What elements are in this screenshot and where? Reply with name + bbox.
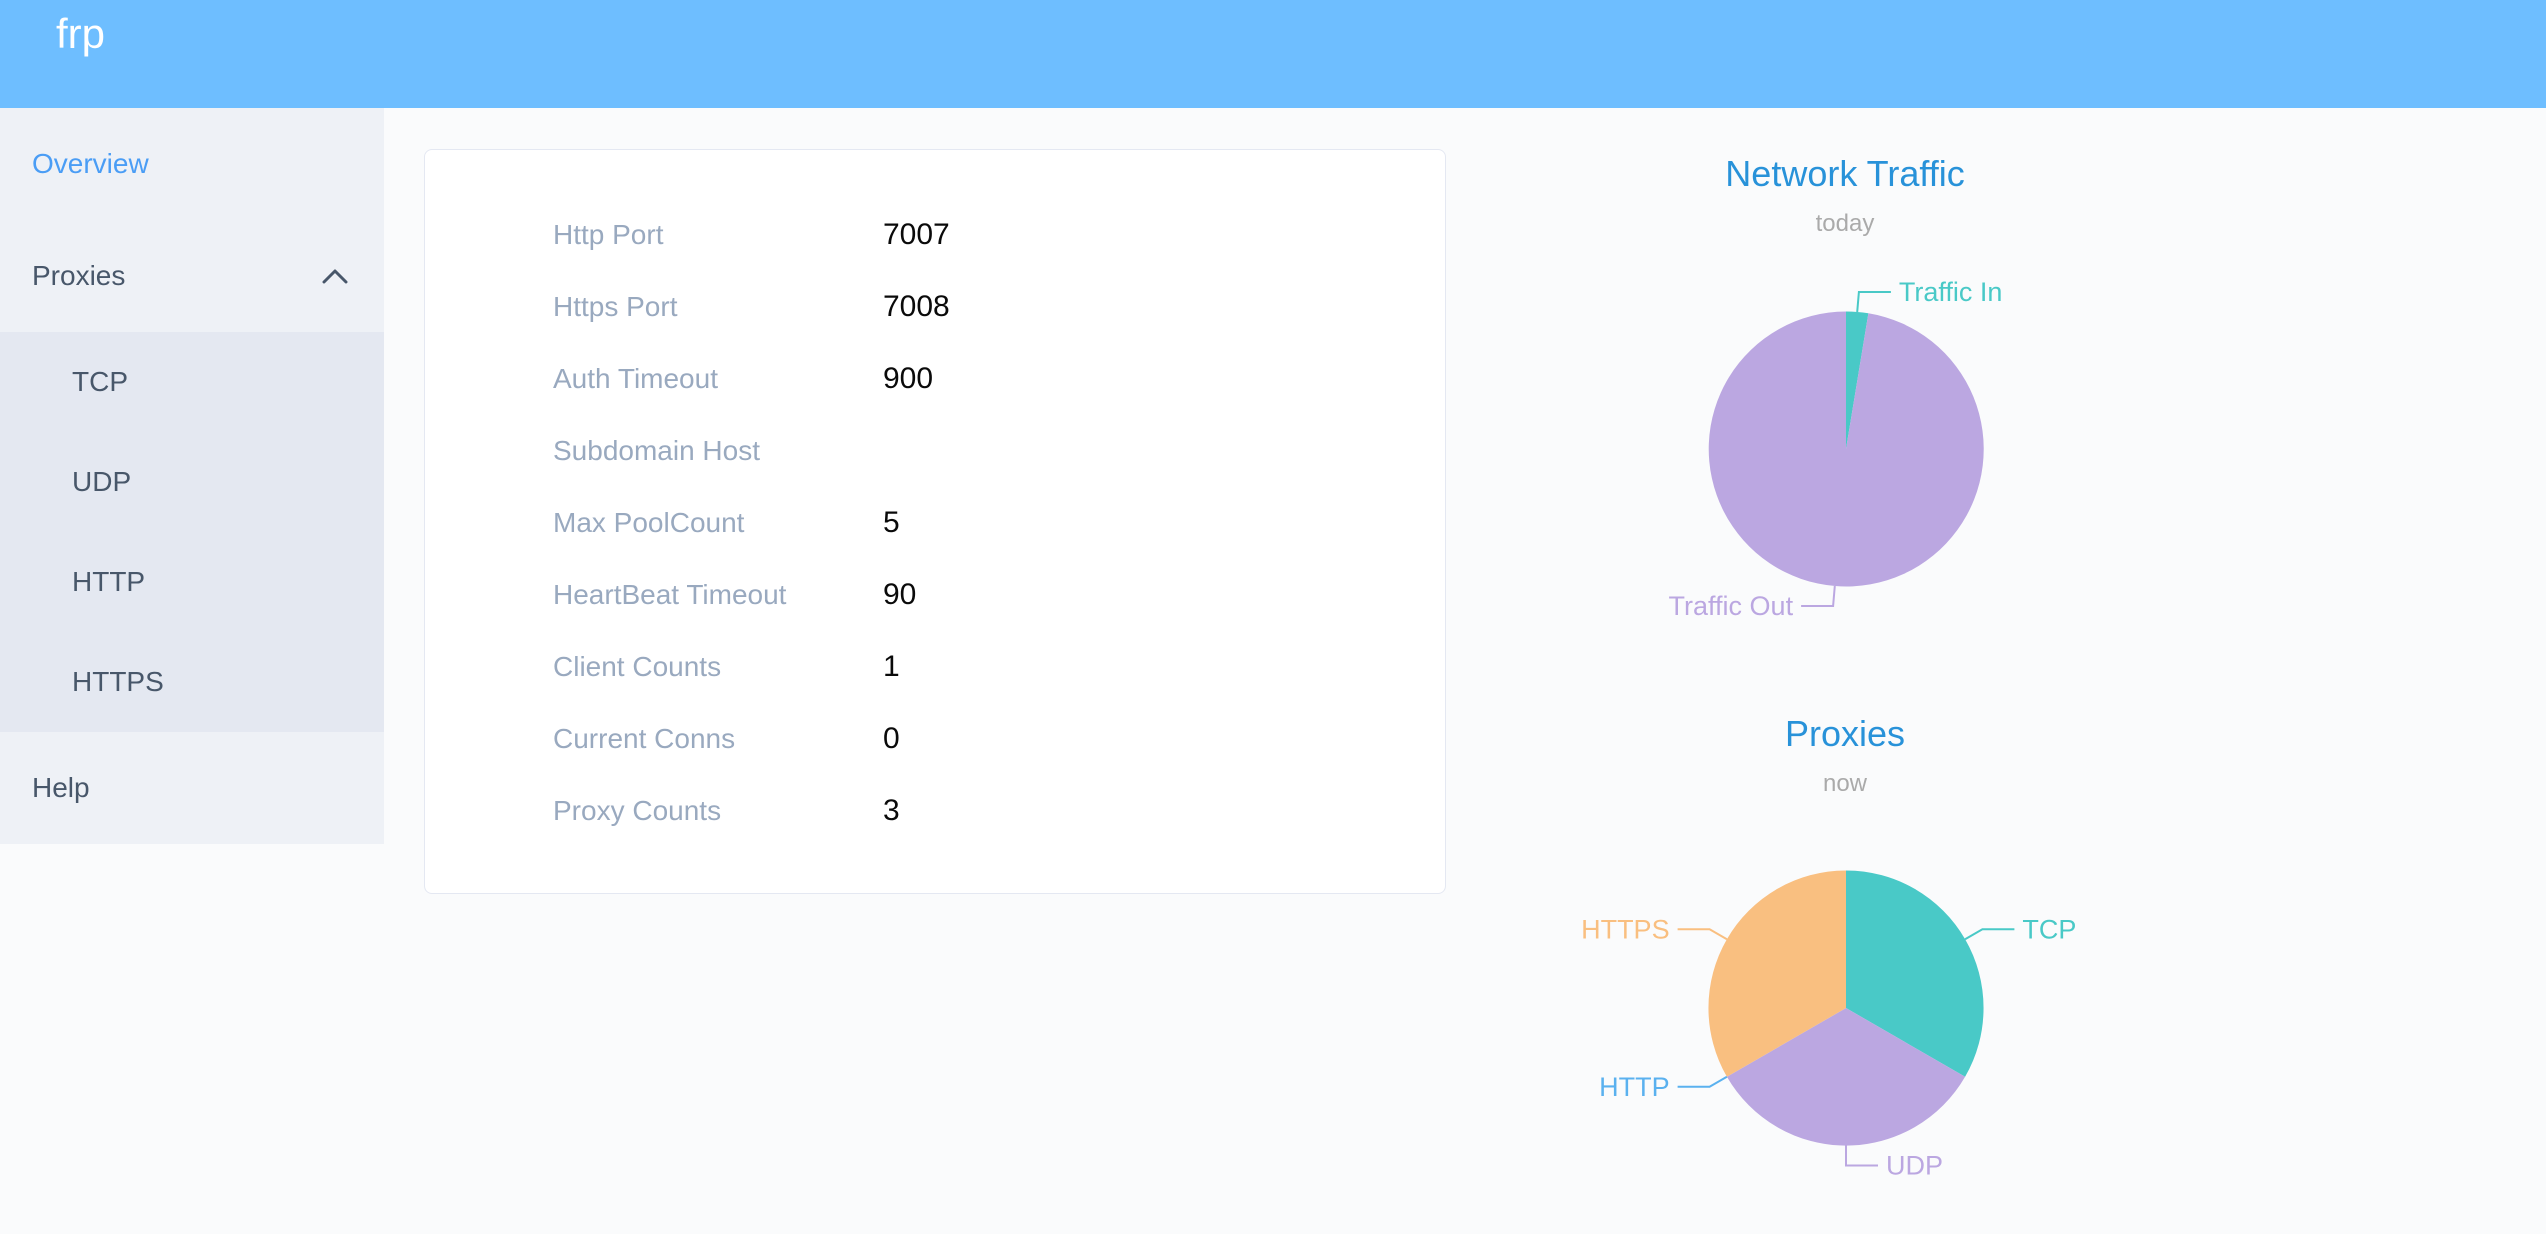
sidebar-item-label: UDP bbox=[72, 466, 132, 497]
pie-label-line-udp bbox=[1845, 1145, 1878, 1167]
chevron-up-icon bbox=[322, 268, 348, 284]
pie-label-tcp: TCP bbox=[2022, 914, 2076, 944]
config-value: 7008 bbox=[883, 290, 950, 323]
config-row: Auth Timeout 900 bbox=[425, 343, 1445, 415]
proxies-submenu: TCP UDP HTTP HTTPS bbox=[0, 332, 384, 732]
chart-subtitle: now bbox=[1822, 770, 1868, 797]
config-label: Auth Timeout bbox=[553, 363, 718, 394]
sidebar-item-overview[interactable]: Overview bbox=[0, 108, 384, 220]
pie-label-line-tcp bbox=[1964, 928, 2015, 941]
app-logo: frp bbox=[56, 10, 106, 57]
config-label: Http Port bbox=[553, 219, 664, 250]
config-value: 0 bbox=[883, 722, 900, 755]
config-row: Subdomain Host bbox=[425, 415, 1445, 487]
config-row: Http Port 7007 bbox=[425, 199, 1445, 271]
sidebar-item-label: Help bbox=[32, 772, 90, 803]
sidebar-item-tcp[interactable]: TCP bbox=[0, 332, 384, 432]
sidebar-item-help[interactable]: Help bbox=[0, 732, 384, 844]
pie-label-https: HTTPS bbox=[1581, 914, 1670, 944]
server-config-card: Http Port 7007 Https Port 7008 Auth Timeout 9… bbox=[424, 149, 1446, 894]
config-value: 7007 bbox=[883, 218, 950, 251]
pie-slice-traffic-out bbox=[1708, 311, 1984, 587]
sidebar-item-label: HTTPS bbox=[72, 666, 164, 697]
pie-label-line-traffic-out bbox=[1801, 585, 1836, 607]
sidebar-item-proxies[interactable]: Proxies bbox=[0, 220, 384, 332]
pie-label-http: HTTP bbox=[1599, 1072, 1670, 1102]
config-row: HeartBeat Timeout 90 bbox=[425, 559, 1445, 631]
sidebar-item-http[interactable]: HTTP bbox=[0, 532, 384, 632]
sidebar-item-label: HTTP bbox=[72, 566, 146, 597]
sidebar-item-udp[interactable]: UDP bbox=[0, 432, 384, 532]
sidebar-item-label: Overview bbox=[32, 148, 149, 179]
sidebar-item-https[interactable]: HTTPS bbox=[0, 632, 384, 732]
config-label: Current Conns bbox=[553, 723, 736, 754]
config-label: Https Port bbox=[553, 291, 678, 322]
config-row: Https Port 7008 bbox=[425, 271, 1445, 343]
pie-slice-traffic-in bbox=[1846, 311, 1869, 449]
config-label: Client Counts bbox=[553, 651, 722, 682]
app-header: frp bbox=[0, 0, 2546, 108]
config-label: HeartBeat Timeout bbox=[553, 579, 787, 610]
pie-label-line-traffic-in bbox=[1856, 291, 1891, 313]
pie-label-line-http bbox=[1677, 1075, 1728, 1088]
pie-label-traffic-in: Traffic In bbox=[1899, 277, 2003, 307]
proxies-pie: TCP UDP HTTP HTTPS bbox=[1581, 870, 2076, 1181]
config-row: Current Conns 0 bbox=[425, 703, 1445, 775]
config-value: 3 bbox=[883, 794, 900, 827]
pie-slice-https bbox=[1708, 870, 1846, 1077]
config-row: Client Counts 1 bbox=[425, 631, 1445, 703]
config-value: 90 bbox=[883, 578, 917, 611]
config-label: Max PoolCount bbox=[553, 507, 745, 538]
chart-subtitle: today bbox=[1815, 210, 1875, 237]
pie-label-traffic-out: Traffic Out bbox=[1669, 591, 1794, 621]
network-traffic-pie: Traffic In Traffic Out bbox=[1669, 277, 2003, 621]
config-row: Max PoolCount 5 bbox=[425, 487, 1445, 559]
chart-title: Proxies bbox=[1784, 713, 1906, 754]
pie-slice-tcp bbox=[1846, 870, 1984, 1077]
config-value: 1 bbox=[883, 650, 900, 683]
pie-label-line-https bbox=[1677, 928, 1728, 941]
network-traffic-chart: Traffic In Traffic Out Network Traffic to… bbox=[1495, 140, 2195, 685]
config-rows: Http Port 7007 Https Port 7008 Auth Timeout 9… bbox=[425, 199, 1445, 847]
proxies-chart: TCP UDP HTTP HTTPS Proxies now bbox=[1495, 690, 2195, 1234]
pie-slice-udp bbox=[1726, 1008, 1966, 1146]
config-label: Proxy Counts bbox=[553, 795, 722, 826]
config-label: Subdomain Host bbox=[553, 435, 761, 466]
config-value: 5 bbox=[883, 506, 900, 539]
sidebar: Overview Proxies TCP UDP HTTP HTTPS Help bbox=[0, 108, 384, 844]
config-row: Proxy Counts 3 bbox=[425, 775, 1445, 847]
sidebar-item-label: Proxies bbox=[32, 260, 126, 291]
config-value: 900 bbox=[883, 362, 934, 395]
pie-label-udp: UDP bbox=[1886, 1151, 1943, 1181]
chart-title: Network Traffic bbox=[1725, 153, 1965, 194]
sidebar-item-label: TCP bbox=[72, 366, 128, 397]
